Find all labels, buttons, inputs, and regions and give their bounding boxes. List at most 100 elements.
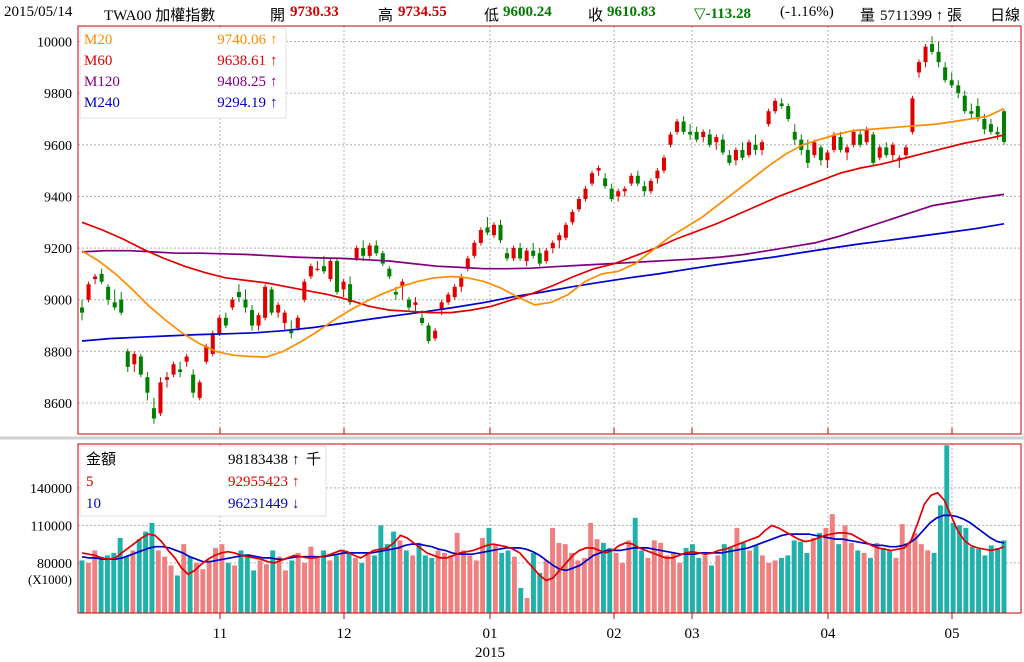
volume-legend-box xyxy=(79,445,327,517)
volume-bar xyxy=(734,527,740,613)
volume-bar xyxy=(689,544,695,613)
volume-legend-unit: 千 xyxy=(306,451,321,468)
candle-body xyxy=(151,408,156,419)
volume-bar xyxy=(988,545,994,613)
price-tick-label: 9400 xyxy=(44,190,72,205)
candle-body xyxy=(733,149,738,161)
volume-bar xyxy=(651,540,657,613)
candle-body xyxy=(191,374,196,393)
volume-bar xyxy=(130,550,136,613)
candle-body xyxy=(354,248,359,259)
volume-bar xyxy=(715,555,721,613)
volume-bar xyxy=(906,542,912,613)
volume-bar xyxy=(626,540,632,613)
candle-body xyxy=(746,142,751,156)
candle-body xyxy=(818,147,823,161)
close-label: 收 xyxy=(588,8,604,24)
candle-body xyxy=(714,137,719,143)
open-label: 開 xyxy=(270,8,286,24)
volume-bar xyxy=(244,554,250,613)
candle-body xyxy=(230,299,235,308)
volume-bar xyxy=(1001,540,1007,613)
candle-body xyxy=(439,302,444,311)
month-label: 05 xyxy=(945,626,960,642)
candle-body xyxy=(773,100,778,112)
candle-body xyxy=(701,131,706,138)
volume-bar xyxy=(944,445,950,613)
high-label: 高 xyxy=(378,8,394,24)
low-label: 低 xyxy=(484,8,500,24)
volume-bar xyxy=(575,560,581,613)
volume-bar xyxy=(645,557,651,613)
price-legend-value: 9638.61 xyxy=(217,53,266,69)
candle-body xyxy=(197,382,202,398)
candle-body xyxy=(694,131,699,140)
price-legend-box xyxy=(79,27,287,119)
volume-bar xyxy=(213,547,218,613)
candle-body xyxy=(321,266,326,272)
candle-body xyxy=(740,149,745,158)
volume-bar xyxy=(238,550,244,613)
volume-legend-arrow: ↓ xyxy=(292,496,300,512)
volume-legend-name: 10 xyxy=(86,496,101,512)
volume-bar xyxy=(918,544,924,613)
volume-bar xyxy=(925,550,931,613)
price-tick-label: 9800 xyxy=(44,87,72,102)
volume-bar xyxy=(257,560,263,613)
volume-bar xyxy=(92,550,98,613)
volume-bar xyxy=(85,562,91,613)
volume-bar xyxy=(543,560,549,613)
volume-bar xyxy=(931,552,937,613)
candle-body xyxy=(923,46,928,63)
volume-bar xyxy=(753,545,759,613)
volume-bar xyxy=(696,557,702,613)
candle-body xyxy=(956,85,961,94)
candle-body xyxy=(675,121,680,132)
volume-bar xyxy=(327,560,333,613)
volume-bar xyxy=(728,547,734,613)
candle-body xyxy=(557,235,562,241)
volume-bar xyxy=(778,557,784,613)
volume-bar xyxy=(855,550,861,613)
candle-body xyxy=(596,168,601,171)
volume-bar xyxy=(556,542,562,613)
price-tick-label: 10000 xyxy=(37,35,72,50)
volume-bar xyxy=(511,556,517,613)
volume-bar xyxy=(594,539,600,613)
month-label: 12 xyxy=(337,626,352,642)
candle-body xyxy=(498,224,503,241)
volume-bar xyxy=(620,562,625,613)
candle-body xyxy=(106,286,111,300)
price-legend-name: M240 xyxy=(84,95,120,111)
price-legend-name: M60 xyxy=(84,53,112,69)
volume-bar xyxy=(613,552,619,613)
volume-bar xyxy=(473,560,479,613)
candle-body xyxy=(531,250,536,256)
candle-body xyxy=(459,276,464,287)
volume-bar xyxy=(162,556,168,613)
candle-body xyxy=(642,186,647,192)
candle-body xyxy=(858,134,863,145)
volume-bar xyxy=(499,552,505,613)
ma240-line xyxy=(81,222,1005,342)
volume-bar xyxy=(963,527,969,613)
candle-body xyxy=(511,248,516,259)
candle-body xyxy=(590,173,595,184)
candle-body xyxy=(308,266,313,277)
volume-bar xyxy=(747,550,753,613)
candle-body xyxy=(295,317,300,329)
volume-bar xyxy=(709,565,714,613)
month-label: 01 xyxy=(483,626,498,642)
candle-body xyxy=(884,147,889,156)
volume-bar xyxy=(149,522,155,613)
volume-bar xyxy=(976,549,982,613)
volume-bar xyxy=(607,547,613,613)
volume-bar xyxy=(270,550,276,613)
candle-body xyxy=(413,302,418,305)
volume-bar xyxy=(899,524,905,613)
volume-value: 5711399 ↑ 張 xyxy=(880,8,962,24)
volume-bar xyxy=(111,552,117,613)
volume-legend-name: 5 xyxy=(86,474,94,490)
candle-body xyxy=(943,67,948,81)
volume-bar xyxy=(276,556,282,613)
